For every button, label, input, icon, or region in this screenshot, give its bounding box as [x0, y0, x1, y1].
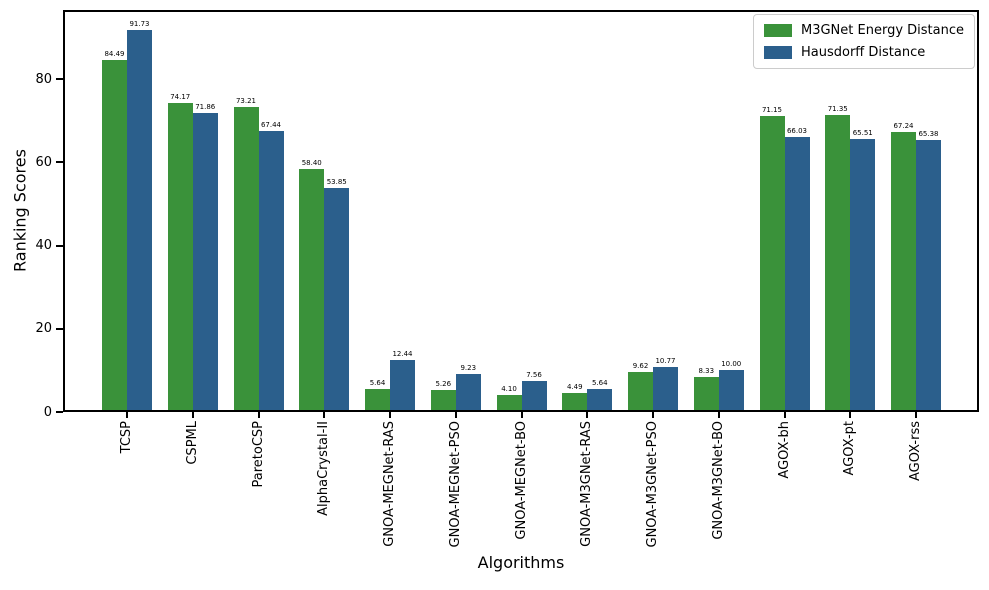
x-tick-label: GNOA-M3GNet-BO — [710, 421, 726, 540]
bar — [693, 377, 719, 412]
bar — [891, 132, 916, 412]
bar — [258, 131, 284, 412]
y-tick-label: 80 — [35, 71, 52, 87]
x-tick — [126, 412, 128, 418]
bar — [390, 360, 415, 412]
bar — [192, 112, 218, 412]
bar-value-label: 4.49 — [566, 383, 583, 392]
legend-label: Hausdorff Distance — [800, 45, 926, 60]
y-tick-label: 20 — [35, 321, 52, 337]
x-tick — [191, 412, 194, 418]
bar — [718, 370, 744, 412]
x-tick-label: GNOA-M3GNet-RAS — [579, 421, 595, 547]
bar-value-label: 10.00 — [721, 360, 742, 369]
x-tick — [323, 412, 326, 418]
bar-value-label: 4.10 — [501, 384, 517, 393]
x-tick — [454, 412, 457, 418]
bar — [521, 380, 547, 412]
bar-value-label: 5.64 — [369, 378, 386, 387]
y-tick — [56, 411, 63, 413]
legend-swatch-green — [763, 24, 792, 37]
bar — [653, 367, 678, 412]
bar-value-label: 67.44 — [260, 121, 282, 130]
bar-value-label: 71.86 — [195, 102, 216, 111]
bar — [299, 168, 325, 412]
x-tick — [389, 412, 391, 418]
x-tick-label: CSPML — [184, 421, 200, 465]
y-tick-label: 0 — [43, 404, 52, 420]
legend-swatch-blue — [763, 46, 792, 59]
legend-item-hausdorff-distance: Hausdorff Distance — [763, 45, 964, 60]
y-tick — [56, 327, 63, 330]
plot-area: 84.49 91.73 74.17 71.86 73.21 67.44 58.40 53.85… — [63, 10, 979, 412]
x-tick — [849, 412, 852, 418]
bar-value-label: 5.26 — [435, 380, 452, 389]
bar-value-label: 7.56 — [526, 370, 542, 379]
x-tick — [652, 412, 654, 418]
legend-item-m3gnet-energy-distance: M3GNet Energy Distance — [763, 23, 964, 38]
bar — [365, 388, 390, 412]
bar-value-label: 65.51 — [852, 129, 873, 138]
legend: M3GNet Energy Distance Hausdorff Distanc… — [752, 14, 975, 69]
bar-value-label: 12.44 — [392, 350, 413, 359]
bar-value-label: 71.35 — [827, 105, 848, 114]
bar-value-label: 91.73 — [129, 20, 150, 29]
x-axis-label: Algorithms — [477, 553, 565, 572]
x-tick — [717, 412, 720, 418]
bar — [496, 394, 522, 412]
x-tick-label: GNOA-MEGNet-RAS — [382, 421, 397, 547]
x-tick — [915, 412, 917, 418]
y-tick — [56, 78, 63, 81]
x-tick-label: GNOA-MEGNet-BO — [513, 421, 529, 540]
x-tick — [520, 412, 523, 418]
y-axis-label: Ranking Scores — [10, 149, 30, 273]
bar-value-label: 8.33 — [698, 367, 715, 376]
bar — [455, 373, 481, 412]
bar — [167, 103, 193, 412]
bar-value-label: 5.64 — [591, 378, 608, 387]
y-tick — [56, 244, 63, 247]
bar-value-label: 67.24 — [893, 122, 914, 131]
x-tick-label: AlphaCrystal-II — [316, 421, 332, 516]
bar-value-label: 74.17 — [170, 93, 191, 102]
bar — [825, 115, 851, 412]
bar-value-label: 53.85 — [326, 177, 347, 186]
bar — [850, 139, 876, 412]
bar — [916, 139, 941, 412]
bar — [628, 371, 653, 412]
bar — [233, 107, 259, 412]
bar — [784, 137, 810, 412]
bar — [102, 60, 127, 412]
x-tick-label: AGOX-pt — [842, 421, 858, 476]
bar — [127, 30, 152, 412]
bar-value-label: 73.21 — [235, 97, 257, 106]
y-tick-label: 60 — [35, 154, 52, 170]
x-tick-label: TCSP — [119, 421, 134, 454]
x-tick — [586, 412, 589, 418]
bar-value-label: 66.03 — [786, 127, 808, 136]
bar-value-label: 65.38 — [918, 129, 939, 138]
bar-value-label: 9.62 — [632, 361, 649, 370]
y-tick-label: 40 — [35, 238, 52, 254]
x-tick-label: AGOX-rss — [908, 421, 923, 481]
x-tick-label: GNOA-M3GNet-PSO — [645, 421, 660, 548]
x-tick — [783, 412, 786, 418]
bar-value-label: 9.23 — [460, 363, 477, 372]
x-tick — [257, 412, 260, 418]
x-tick-label: AGOX-bh — [776, 421, 792, 479]
bar-value-label: 58.40 — [301, 158, 322, 167]
x-tick-label: GNOA-MEGNet-PSO — [447, 421, 463, 548]
y-tick — [56, 161, 63, 164]
legend-label: M3GNet Energy Distance — [800, 23, 964, 38]
bar — [587, 388, 613, 412]
bar — [759, 115, 785, 412]
bar — [430, 390, 456, 412]
x-tick-label: ParetoCSP — [250, 421, 266, 488]
bar — [324, 187, 350, 412]
bar-value-label: 84.49 — [104, 50, 125, 59]
bar-value-label: 10.77 — [655, 357, 676, 366]
bar — [562, 393, 588, 412]
bar-value-label: 71.15 — [761, 105, 783, 114]
